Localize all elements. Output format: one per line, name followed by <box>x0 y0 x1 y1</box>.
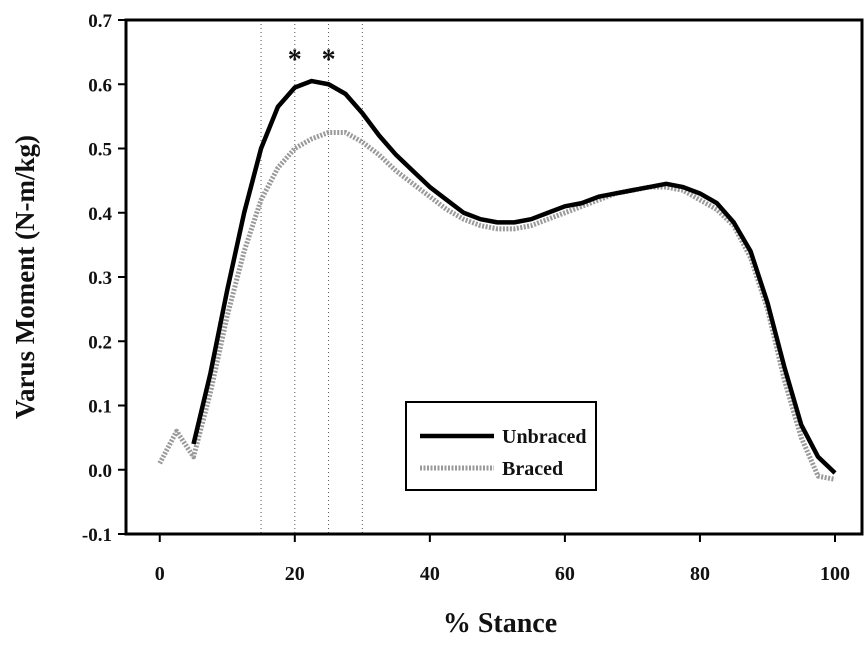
y-tick-label: 0.6 <box>88 75 112 96</box>
y-tick-label: 0.1 <box>88 397 112 418</box>
y-tick-label: 0.0 <box>88 461 112 482</box>
y-axis-label: Varus Moment (N-m/kg) <box>10 135 40 419</box>
legend-label: Braced <box>502 458 563 480</box>
x-tick-label: 0 <box>155 563 165 585</box>
y-tick-label: 0.2 <box>88 332 112 353</box>
legend-box <box>405 401 597 491</box>
x-tick-label: 20 <box>285 563 305 585</box>
y-tick-label: 0.3 <box>88 268 112 289</box>
annotation: * <box>288 45 302 76</box>
x-tick-label: 100 <box>820 563 850 585</box>
y-tick-label: 0.5 <box>88 140 112 161</box>
series-line <box>191 78 837 475</box>
x-tick-label: 60 <box>555 563 575 585</box>
legend-label: Unbraced <box>502 426 586 448</box>
series-line <box>157 129 836 482</box>
y-tick-label: -0.1 <box>82 525 112 546</box>
y-tick-label: 0.4 <box>88 204 112 225</box>
annotation: * <box>322 45 336 76</box>
x-axis-label: % Stance <box>443 608 557 639</box>
y-tick-label: 0.7 <box>88 11 112 32</box>
x-tick-label: 80 <box>690 563 710 585</box>
x-tick-label: 40 <box>420 563 440 585</box>
